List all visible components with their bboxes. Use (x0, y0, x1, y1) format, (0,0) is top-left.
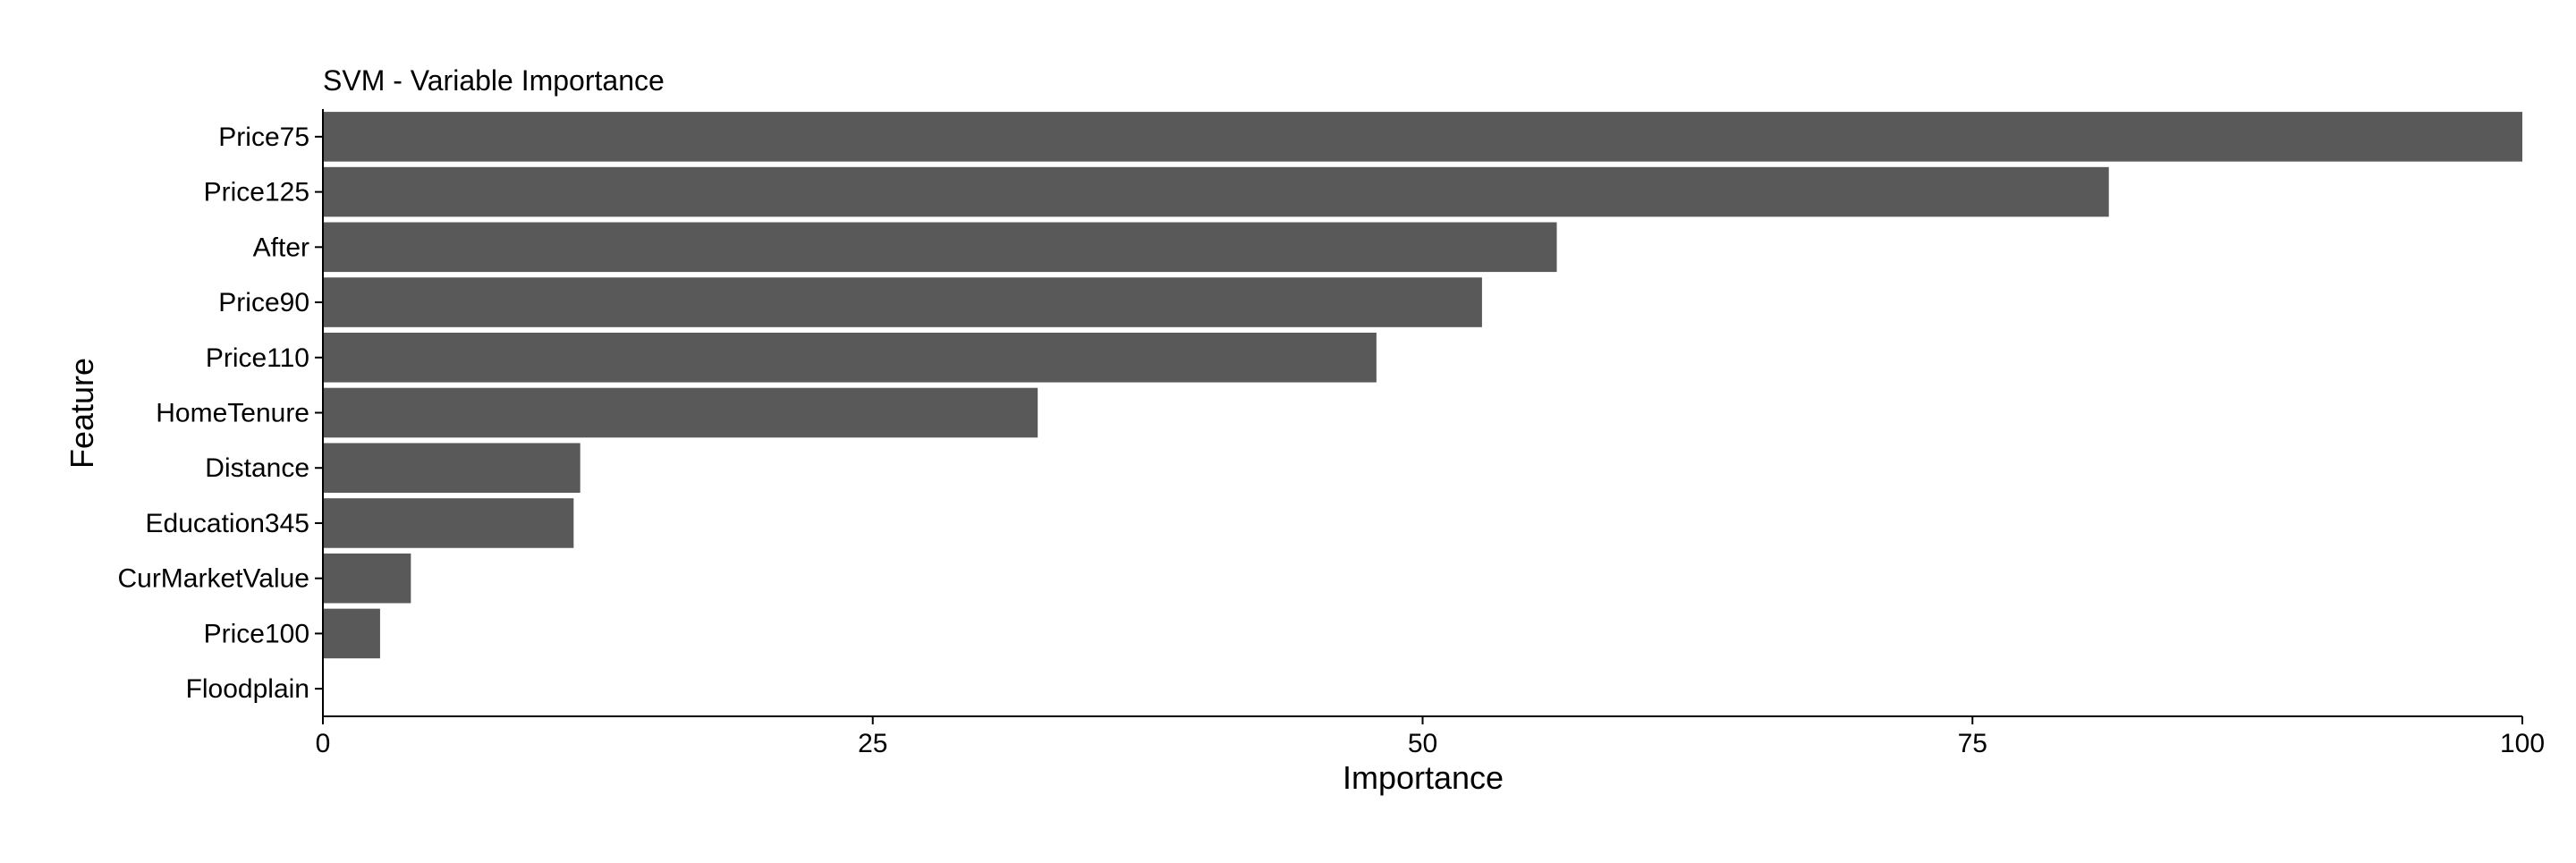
bar-distance (323, 443, 580, 494)
y-tick-label-distance: Distance (205, 453, 309, 483)
bar-price90 (323, 277, 1482, 327)
bar-after (323, 222, 1557, 273)
y-tick-label-floodplain: Floodplain (186, 674, 309, 704)
bar-hometenure (323, 387, 1038, 438)
y-tick-label-price125: Price125 (204, 178, 309, 207)
y-tick-label-price100: Price100 (204, 619, 309, 648)
y-tick-label-hometenure: HomeTenure (156, 399, 309, 428)
x-tick-label-50: 50 (1408, 729, 1437, 758)
y-tick-label-price110: Price110 (206, 343, 309, 373)
x-tick-label-25: 25 (858, 729, 887, 758)
x-tick-label-100: 100 (2500, 729, 2545, 758)
y-axis-title: Feature (64, 358, 100, 469)
x-tick-label-0: 0 (316, 729, 331, 758)
y-tick-label-price90: Price90 (218, 288, 309, 317)
bar-curmarketvalue (323, 553, 411, 604)
y-tick-label-curmarketvalue: CurMarketValue (117, 564, 309, 594)
bar-price125 (323, 166, 2109, 217)
y-axis: Price75 Price125 After Price90 Price110 HomeT… (117, 109, 324, 716)
bar-price110 (323, 332, 1377, 383)
y-tick-label-after: After (253, 233, 309, 262)
y-tick-label-education345: Education345 (146, 509, 310, 538)
x-axis: 0 25 50 75 100 (316, 715, 2545, 758)
x-tick-label-75: 75 (1958, 729, 1987, 758)
x-axis-title: Importance (1343, 759, 1504, 796)
chart-title: SVM - Variable Importance (323, 64, 665, 97)
bar-price75 (323, 112, 2522, 162)
bar-education345 (323, 498, 574, 548)
bars (323, 112, 2522, 659)
bar-price100 (323, 608, 380, 659)
y-tick-label-price75: Price75 (218, 123, 309, 152)
